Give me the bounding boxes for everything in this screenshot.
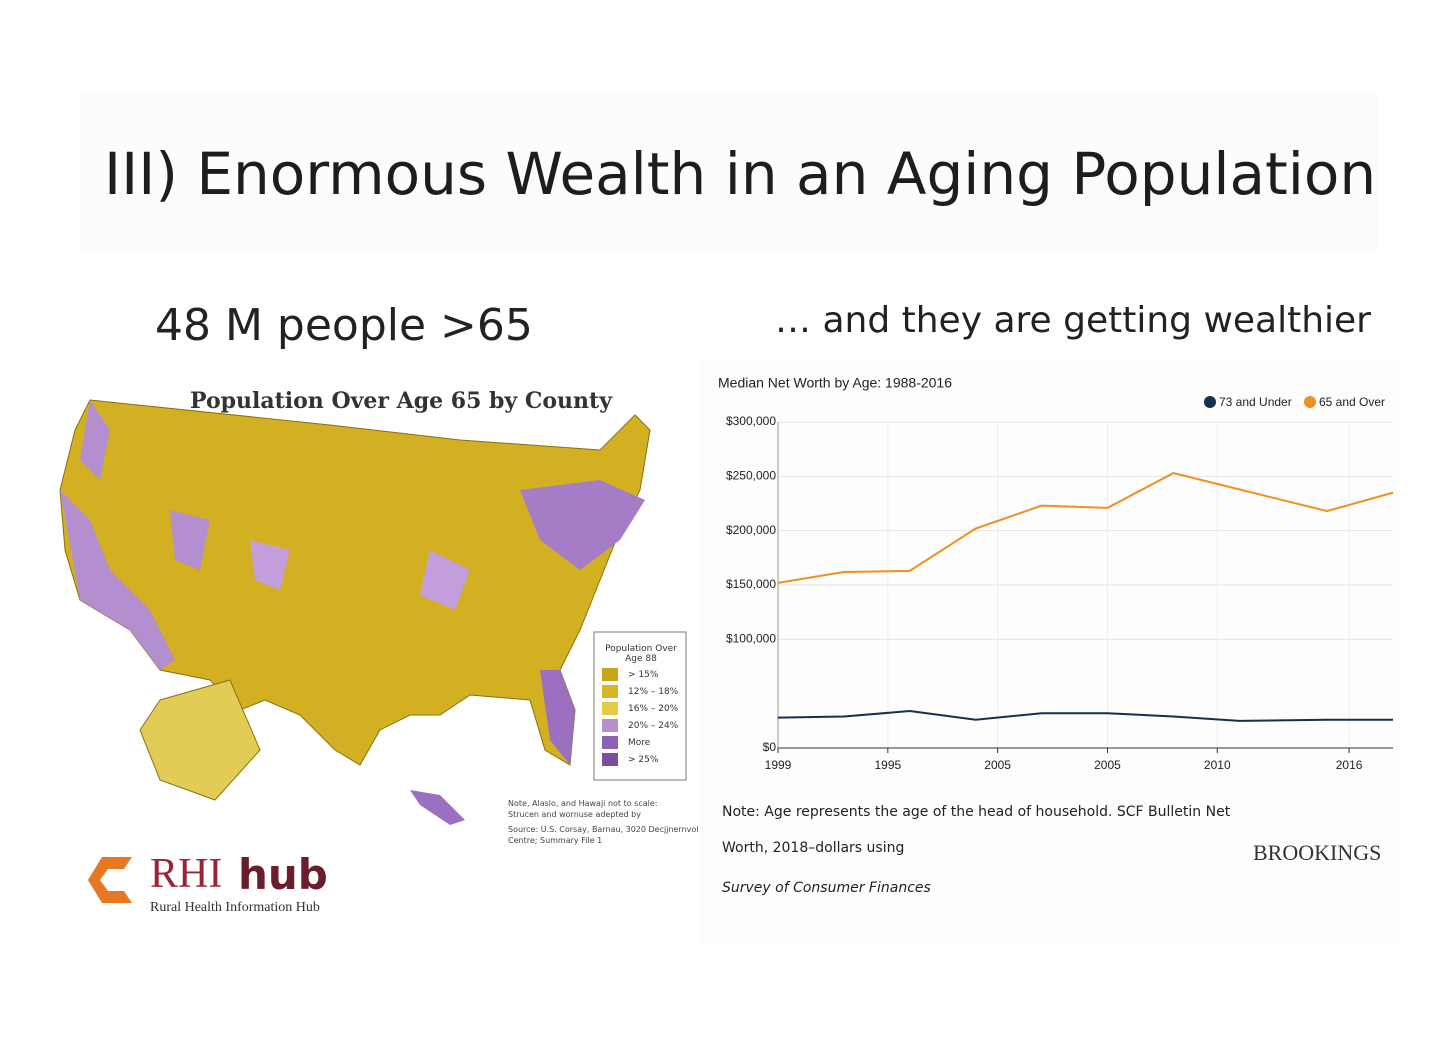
legend-item: 16% – 20%	[602, 702, 684, 715]
source-line: Centre; Summary File 1	[508, 836, 603, 845]
region	[540, 670, 575, 765]
chart-panel	[700, 360, 1400, 945]
left-heading: 48 M people >65	[155, 300, 533, 351]
legend-label: 20% – 24%	[628, 720, 679, 731]
legend-swatch	[602, 753, 618, 766]
legend-label: > 25%	[628, 754, 659, 765]
logo-hub: hub	[238, 850, 328, 899]
legend-label: 73 and Under	[1219, 395, 1292, 409]
legend-label: 16% – 20%	[628, 703, 679, 714]
title-band	[80, 92, 1378, 250]
legend-item: 12% – 18%	[602, 685, 684, 698]
series-line	[777, 710, 1393, 722]
note-line: Note, Alaslo, and Hawaji not to scale:	[508, 799, 658, 808]
y-tick-label: $100,000	[726, 632, 776, 646]
region	[520, 480, 645, 570]
legend-title: Population Over	[605, 644, 677, 654]
legend-item: More	[602, 736, 684, 749]
legend-swatch	[602, 719, 618, 732]
legend-dot	[1204, 396, 1216, 408]
legend-swatch	[602, 685, 618, 698]
y-tick-label: $200,000	[726, 523, 776, 537]
series-line	[777, 472, 1394, 584]
chart-note: Note: Age represents the age of the head…	[722, 804, 1231, 820]
right-heading: … and they are getting wealthier	[775, 300, 1371, 341]
chart-note: Survey of Consumer Finances	[722, 880, 931, 896]
note-line: Strucen and wornuse adepted by	[508, 810, 641, 819]
y-tick-label: $150,000	[726, 577, 776, 591]
y-tick-label: $0	[763, 740, 777, 754]
legend-label: More	[628, 737, 651, 748]
map-note: Note, Alaslo, and Hawaji not to scale: S…	[508, 798, 699, 846]
x-tick-label: 2016	[1336, 758, 1363, 772]
legend-item: > 25%	[602, 753, 684, 766]
map-title: Population Over Age 65 by County	[190, 388, 612, 414]
slide-title: III) Enormous Wealth in an Aging Populat…	[104, 140, 1377, 208]
us-outline	[59, 399, 651, 766]
map-legend: Population Over Age 88 > 15% 12% – 18% 16%…	[598, 644, 684, 766]
region	[170, 510, 210, 570]
legend-dot	[1304, 396, 1316, 408]
region	[60, 490, 175, 670]
logo-subtitle: Rural Health Information Hub	[150, 900, 320, 915]
y-tick-label: $300,000	[726, 414, 776, 428]
chart-title: Median Net Worth by Age: 1988-2016	[718, 375, 952, 391]
logo-mark	[88, 857, 132, 903]
x-tick-label: 1999	[765, 758, 792, 772]
legend-swatch	[602, 736, 618, 749]
y-tick-label: $250,000	[726, 469, 776, 483]
x-tick-label: 2005	[984, 758, 1011, 772]
line-chart: Median Net Worth by Age: 1988-2016 $0 $10…	[718, 375, 1394, 772]
brand: BROOKINGS	[1253, 840, 1382, 865]
chart-note: Worth, 2018–dollars using	[722, 840, 905, 856]
legend-swatch	[602, 668, 618, 681]
region	[80, 400, 110, 480]
region	[420, 550, 470, 610]
legend-label: > 15%	[628, 669, 659, 680]
legend-title: Age 88	[625, 654, 657, 664]
hawaii	[410, 790, 465, 825]
region	[250, 540, 290, 590]
legend-swatch	[602, 702, 618, 715]
legend-label: 65 and Over	[1319, 395, 1385, 409]
legend-item: > 15%	[602, 668, 684, 681]
x-tick-label: 2005	[1094, 758, 1121, 772]
source-line: Source: U.S. Corsay, Barnau, 3020 Decjjn…	[508, 825, 699, 834]
alaska	[139, 679, 261, 801]
legend-label: 12% – 18%	[628, 686, 679, 697]
map	[59, 399, 687, 825]
x-tick-label: 2010	[1204, 758, 1231, 772]
x-tick-label: 1995	[874, 758, 901, 772]
logo-rhi: RHI	[150, 851, 223, 897]
legend-item: 20% – 24%	[602, 719, 684, 732]
